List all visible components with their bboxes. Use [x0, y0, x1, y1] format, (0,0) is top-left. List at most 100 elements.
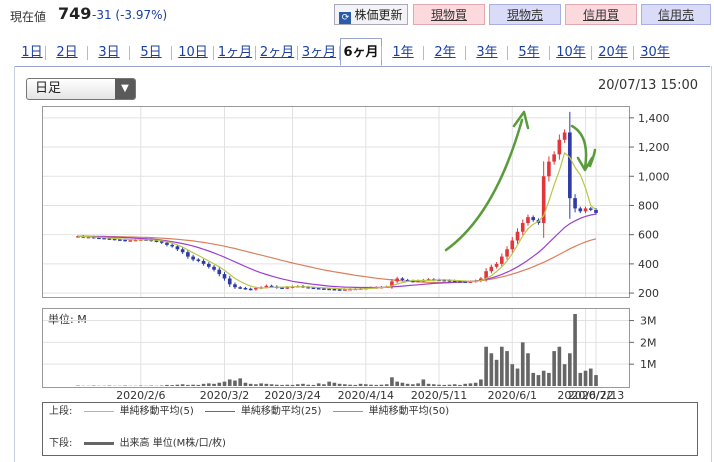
tab-3[interactable]: 5日	[140, 45, 162, 60]
tab-7[interactable]: 3ヶ月	[301, 45, 337, 60]
volume-bar	[557, 346, 562, 386]
interval-select[interactable]: 日足 ▼	[26, 78, 136, 100]
candle-body	[573, 198, 577, 209]
candle-body	[510, 240, 515, 250]
candle-body	[468, 281, 473, 283]
volume-bar	[379, 384, 384, 386]
volume-bar	[332, 382, 337, 386]
tab-13[interactable]: 10年	[556, 45, 586, 60]
volume-bar	[442, 384, 447, 386]
candle-body	[505, 249, 509, 257]
tab-11[interactable]: 3年	[476, 45, 498, 60]
refresh-price-button[interactable]: ⟳ 株価更新	[334, 4, 408, 25]
candle-body	[159, 241, 164, 243]
x-tick-label: 2020/2/6	[116, 389, 165, 402]
volume-bar	[290, 384, 295, 386]
tab-10[interactable]: 2年	[434, 45, 456, 60]
chart-legend: 上段: 単純移動平均(5) 単純移動平均(25) 単純移動平均(50) 下段: …	[42, 402, 698, 456]
volume-bar	[473, 382, 478, 386]
legend-lower-label: 下段:	[49, 438, 73, 449]
cash-sell-button[interactable]: 現物売	[489, 4, 561, 25]
tab-12[interactable]: 5年	[518, 45, 540, 60]
tab-separator	[465, 46, 466, 60]
tab-0[interactable]: 1日	[21, 45, 43, 60]
volume-bar	[463, 383, 468, 386]
tab-1[interactable]: 2日	[56, 45, 78, 60]
candle-body	[463, 281, 468, 283]
volume-bar	[526, 353, 530, 386]
volume-bar	[505, 351, 509, 386]
candle-body	[97, 237, 101, 240]
volume-bar	[594, 375, 598, 386]
tab-6[interactable]: 2ヶ月	[259, 45, 295, 60]
price-tick-label: 1,000	[638, 170, 670, 183]
cash-buy-button[interactable]: 現物買	[413, 4, 485, 25]
volume-bar	[568, 353, 572, 386]
tab-8[interactable]: 6ヶ月	[340, 38, 382, 66]
annotation-down-arrowhead	[576, 156, 594, 172]
candle-body	[489, 266, 494, 272]
candle-body	[196, 259, 201, 261]
tab-14[interactable]: 20年	[598, 45, 628, 60]
volume-bar	[416, 383, 420, 386]
tab-9[interactable]: 1年	[392, 45, 414, 60]
chart-timestamp: 20/07/13 15:00	[598, 78, 698, 93]
volume-bar	[264, 383, 269, 386]
candle-body	[180, 249, 185, 253]
chevron-down-icon: ▼	[115, 79, 135, 99]
volume-bar	[426, 383, 431, 386]
volume-bar	[285, 384, 290, 386]
candle-body	[91, 236, 96, 239]
legend-lower-row: 下段: 出来高 単位(M株/口/枚)	[49, 437, 226, 451]
volume-bar	[547, 372, 551, 386]
candle-body	[212, 266, 216, 270]
volume-bar	[358, 383, 363, 386]
candle-body	[458, 281, 462, 283]
legend-ma50: 単純移動平均(50)	[368, 406, 450, 417]
price-tick-label: 600	[638, 229, 659, 242]
tab-5[interactable]: 1ヶ月	[217, 45, 253, 60]
tab-separator	[591, 46, 592, 60]
volume-bar	[578, 372, 583, 386]
tab-separator	[87, 46, 88, 60]
tab-15[interactable]: 30年	[640, 45, 670, 60]
volume-unit-label: 単位: M	[48, 313, 87, 326]
candle-body	[337, 289, 342, 291]
tab-separator	[171, 46, 172, 60]
candle-body	[285, 287, 290, 289]
legend-ma50-swatch	[332, 410, 363, 412]
volume-tick-label: 3M	[640, 315, 657, 328]
volume-bar	[431, 384, 436, 386]
candle-body	[217, 269, 222, 275]
tab-2[interactable]: 3日	[98, 45, 120, 60]
candle-body	[269, 285, 274, 288]
volume-bar	[468, 383, 473, 386]
volume-bar	[222, 381, 227, 386]
margin-buy-button[interactable]: 信用買	[565, 4, 637, 25]
candle-body	[238, 287, 243, 289]
x-tick-label: 2020/4/14	[338, 389, 394, 402]
candle-body	[400, 278, 405, 280]
x-tick-label: 2020/3/2	[200, 389, 249, 402]
volume-bar	[301, 383, 305, 386]
x-tick-label: 2020/5/11	[411, 389, 467, 402]
candle-body	[568, 132, 572, 199]
volume-bar	[316, 383, 321, 386]
candle-body	[452, 280, 457, 283]
annotation-up-arrow	[444, 118, 524, 252]
margin-sell-button[interactable]: 信用売	[641, 4, 711, 25]
price-chart-area	[42, 106, 630, 298]
candle-body	[123, 239, 127, 242]
refresh-label: 株価更新	[354, 8, 403, 22]
volume-bar	[227, 379, 232, 386]
x-tick-label: 2020/3/24	[264, 389, 320, 402]
tab-4[interactable]: 10日	[178, 45, 208, 60]
candle-body	[322, 288, 326, 290]
candle-body	[552, 154, 556, 162]
candle-body	[170, 244, 174, 247]
legend-ma25: 単純移動平均(25)	[240, 406, 322, 417]
candle-body	[531, 217, 536, 221]
annotation-rebound-mark	[588, 148, 597, 168]
volume-bar	[369, 384, 373, 386]
candle-body	[541, 176, 546, 223]
